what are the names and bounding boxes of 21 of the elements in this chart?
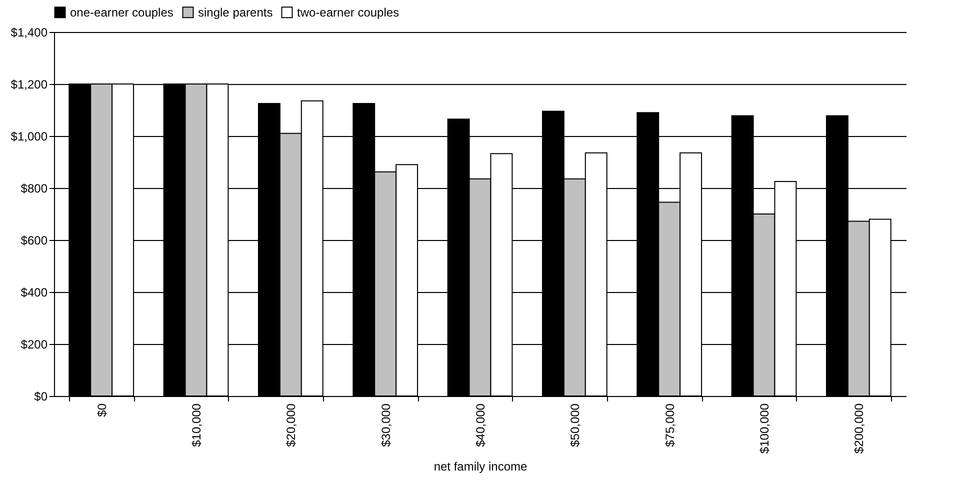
y-tick-label: $1,000 [10, 130, 48, 144]
x-tick-label: $75,000 [662, 403, 677, 447]
y-tick-label: $1,400 [10, 26, 48, 40]
x-tick-label: $40,000 [474, 403, 488, 447]
y-tick-label: $200 [20, 338, 48, 352]
x-tick-label: $0 [94, 403, 109, 417]
legend-label: single parents [198, 5, 273, 20]
y-tick-label: $0 [34, 390, 48, 404]
x-tick-label: $20,000 [284, 403, 298, 447]
x-tick-label: $30,000 [378, 403, 393, 447]
y-tick-label: $600 [20, 234, 48, 248]
x-tick-label: $50,000 [568, 403, 582, 447]
y-tick-label: $800 [20, 182, 48, 196]
x-tick-label: $200,000 [852, 403, 866, 454]
x-axis-title: net family income [434, 460, 528, 474]
legend-label: one-earner couples [70, 5, 174, 20]
y-tick-label: $400 [20, 286, 48, 300]
x-tick-label: $10,000 [190, 403, 204, 447]
y-tick-label: $1,200 [10, 78, 48, 92]
x-tick-label: $100,000 [758, 403, 772, 454]
legend-label: two-earner couples [297, 5, 400, 20]
